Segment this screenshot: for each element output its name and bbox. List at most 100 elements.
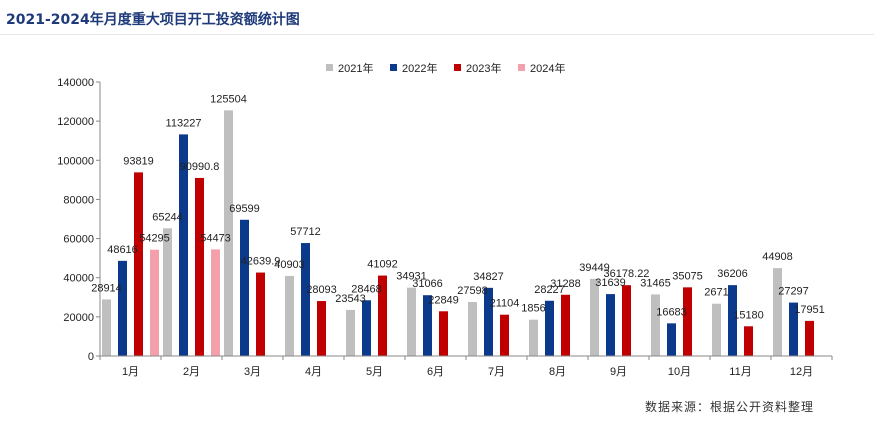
y-tick-label: 140000 — [57, 77, 94, 89]
data-label: 15180 — [733, 309, 764, 321]
data-labels: 28914 65244 125504 40903 23543 34931 27598 1856… — [91, 93, 825, 321]
legend: 2021年 2022年 2023年 2024年 — [326, 61, 565, 75]
data-label: 90990.8 — [180, 161, 220, 173]
bar — [606, 294, 615, 356]
x-tick-label: 6月 — [427, 366, 444, 378]
source-note: 数据来源：根据公开资料整理 — [644, 400, 814, 414]
bar — [805, 320, 814, 356]
data-label: 36178.22 — [604, 268, 650, 280]
data-label: 69599 — [229, 203, 260, 215]
data-label: 65244 — [152, 211, 183, 223]
legend-label: 2023年 — [466, 61, 501, 75]
bar — [256, 272, 265, 356]
y-axis: 0 20000 40000 60000 80000 100000 120000 140000 — [57, 77, 101, 363]
x-axis: 1月 2月 3月 4月 5月 6月 7月 8月 9月 10月 11月 12月 — [99, 355, 833, 378]
legend-swatch — [454, 64, 461, 71]
bar — [500, 314, 509, 356]
data-label: 35075 — [672, 270, 703, 282]
bar — [683, 287, 692, 356]
bar — [561, 294, 570, 356]
bar — [407, 287, 416, 356]
x-tick-label: 7月 — [488, 366, 505, 378]
y-tick-label: 80000 — [63, 194, 94, 206]
bar — [744, 326, 753, 356]
bar — [134, 172, 143, 356]
x-tick-label: 11月 — [729, 366, 751, 378]
data-label: 1856 — [521, 303, 545, 315]
data-label: 44908 — [762, 251, 793, 263]
data-label: 31288 — [550, 278, 581, 290]
y-tick-label: 120000 — [57, 116, 94, 128]
bar — [378, 275, 387, 356]
legend-label: 2024年 — [530, 61, 565, 75]
y-tick-label: 60000 — [63, 234, 94, 246]
bar — [529, 319, 538, 356]
y-tick-label: 40000 — [63, 273, 94, 285]
bar — [590, 278, 599, 356]
data-label: 31639 — [595, 277, 626, 289]
title-divider — [0, 34, 874, 35]
data-label: 41092 — [367, 259, 398, 271]
data-label: 28093 — [306, 284, 337, 296]
legend-label: 2022年 — [402, 61, 437, 75]
x-tick-label: 4月 — [305, 366, 322, 378]
bar — [195, 177, 204, 356]
bar — [789, 302, 798, 356]
data-label: 42639.9 — [241, 256, 281, 268]
data-label: 93819 — [123, 155, 154, 167]
data-label: 48616 — [107, 244, 138, 256]
data-label: 27598 — [457, 285, 488, 297]
bar — [346, 309, 355, 356]
bar — [468, 301, 477, 356]
y-tick-label: 100000 — [57, 155, 94, 167]
data-label: 39449 — [579, 262, 610, 274]
bar — [211, 249, 220, 356]
y-tick-label: 0 — [88, 351, 94, 363]
bar — [439, 311, 448, 356]
bar — [667, 323, 676, 356]
bar — [728, 285, 737, 356]
data-label: 54473 — [200, 232, 231, 244]
bar — [285, 275, 294, 356]
bar — [102, 299, 111, 356]
data-label: 2671 — [704, 287, 728, 299]
bar — [163, 228, 172, 356]
data-label: 23543 — [335, 293, 366, 305]
bar — [622, 285, 631, 356]
data-label: 17951 — [794, 304, 825, 316]
x-tick-label: 3月 — [244, 366, 261, 378]
bar — [651, 294, 660, 356]
x-tick-label: 9月 — [610, 366, 627, 378]
data-label: 22849 — [428, 294, 459, 306]
bar — [423, 295, 432, 356]
bar — [179, 134, 188, 356]
bar — [224, 110, 233, 356]
bar — [484, 287, 493, 356]
data-label: 34931 — [396, 271, 427, 283]
y-tick-label: 20000 — [63, 312, 94, 324]
x-tick-label: 2月 — [183, 366, 200, 378]
bar — [362, 300, 371, 356]
data-label: 28914 — [91, 282, 122, 294]
data-label: 34827 — [473, 271, 504, 283]
x-tick-label: 1月 — [122, 366, 139, 378]
bar — [317, 301, 326, 356]
data-label: 125504 — [210, 93, 247, 105]
data-label: 28468 — [351, 283, 382, 295]
data-label: 21104 — [490, 298, 520, 310]
legend-swatch — [326, 64, 333, 71]
bar — [545, 300, 554, 356]
bar — [150, 249, 159, 356]
x-tick-label: 8月 — [549, 366, 566, 378]
bar — [773, 268, 782, 356]
x-tick-label: 5月 — [366, 366, 383, 378]
data-label: 113227 — [166, 117, 202, 129]
data-label: 54295 — [139, 233, 170, 245]
bars — [102, 110, 814, 356]
bar — [301, 243, 310, 356]
data-label: 27297 — [778, 286, 809, 298]
x-tick-label: 10月 — [668, 366, 691, 378]
data-label: 31465 — [640, 277, 671, 289]
data-label: 57712 — [290, 226, 321, 238]
